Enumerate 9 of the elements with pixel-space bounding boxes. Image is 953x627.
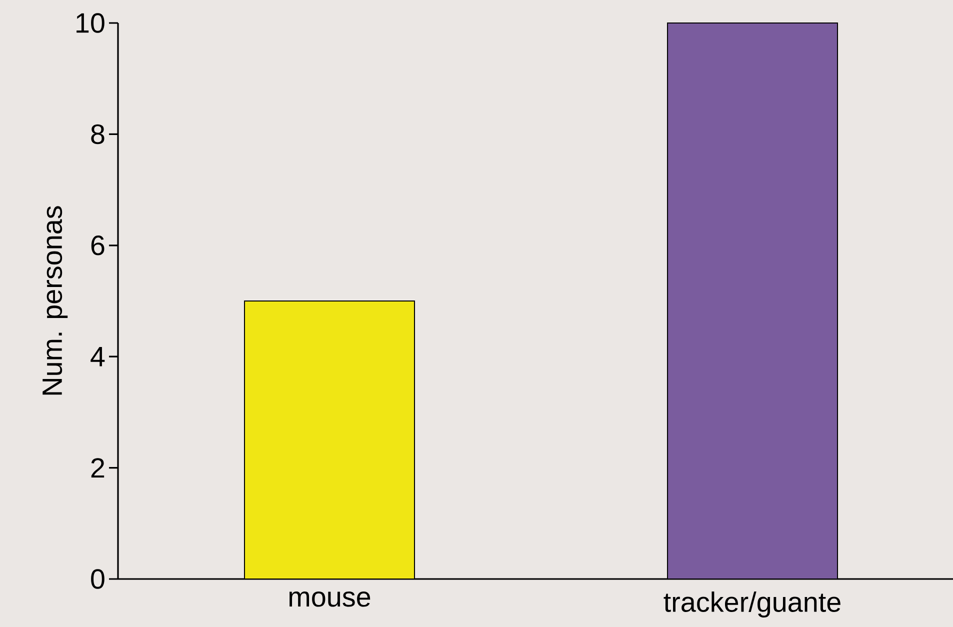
x-tick-label: mouse xyxy=(290,592,370,607)
y-axis-title: Num. personas xyxy=(42,206,68,395)
y-tick-label: 2 xyxy=(91,458,104,478)
y-tick-label: 0 xyxy=(91,569,104,589)
x-tick-label: tracker/guante xyxy=(664,592,840,618)
y-tick-label: 10 xyxy=(76,13,104,33)
y-tick-label: 6 xyxy=(91,236,104,256)
y-tick-label: 8 xyxy=(91,124,104,144)
y-tick-label: 4 xyxy=(90,347,105,366)
